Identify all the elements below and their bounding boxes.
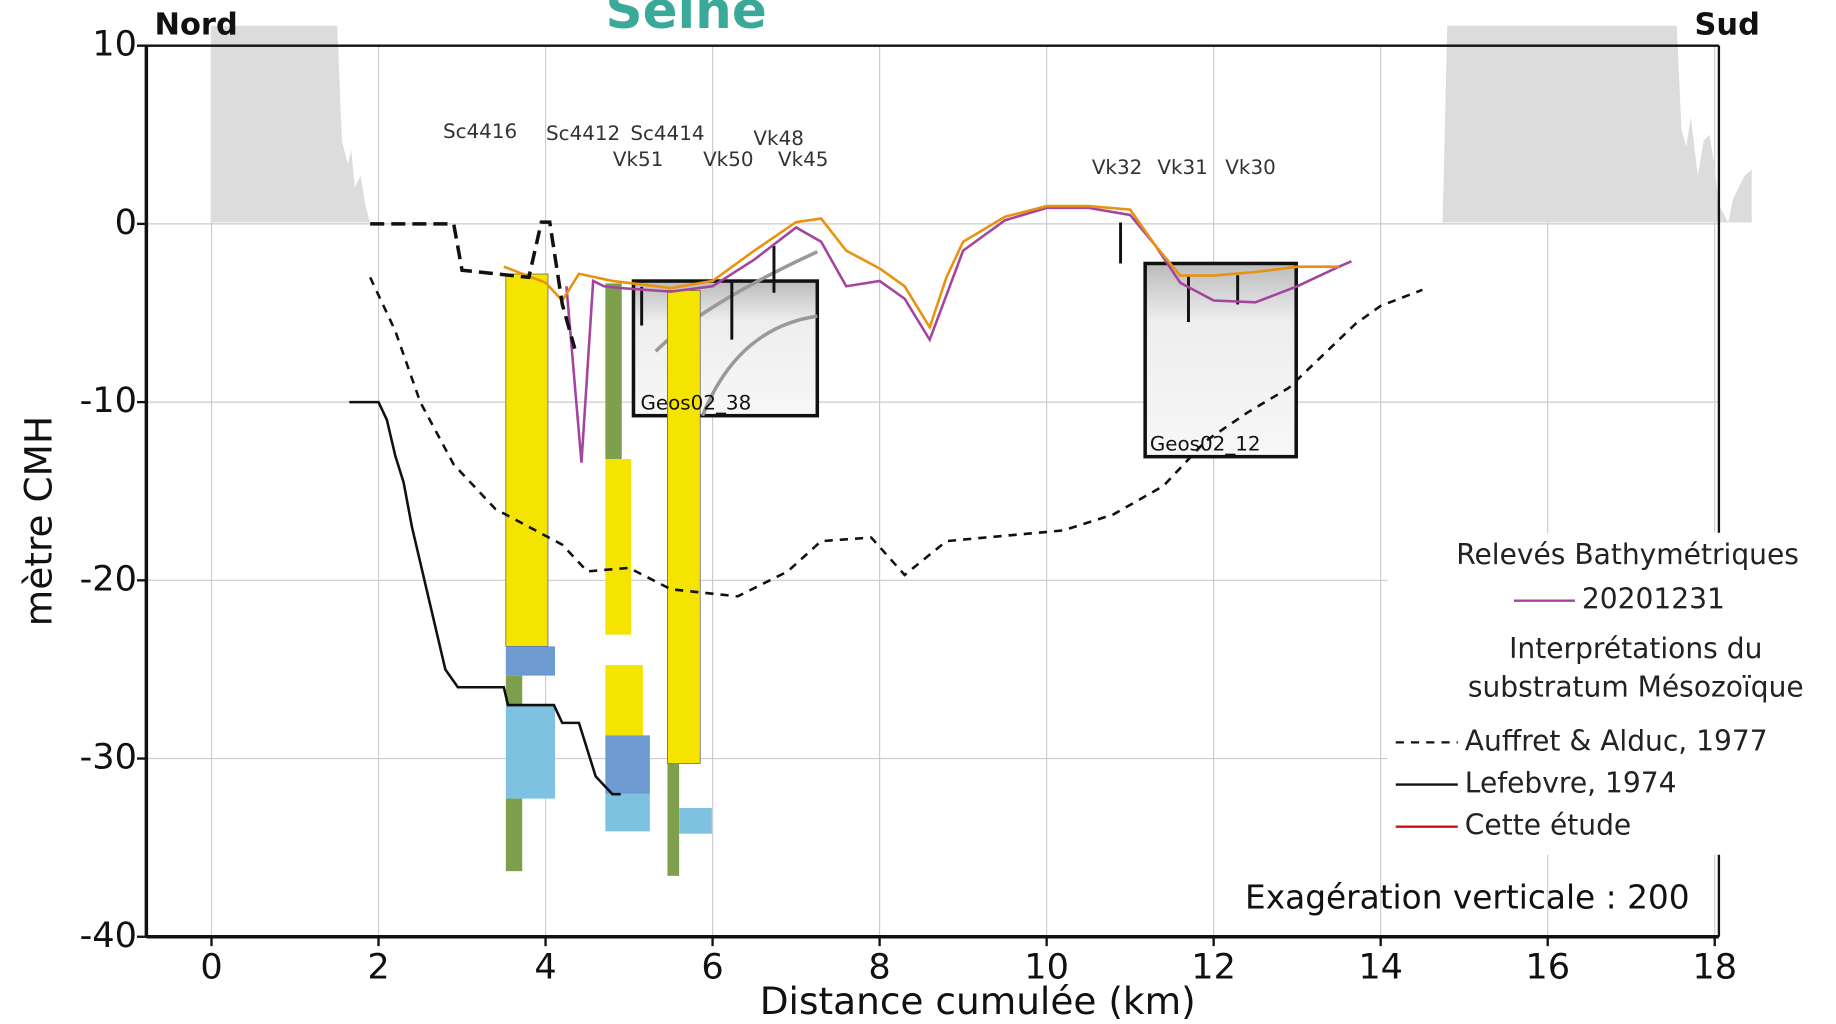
y-tick-label: 10 bbox=[92, 24, 137, 65]
x-tick-label: 10 bbox=[1024, 946, 1069, 987]
y-tick-label: -30 bbox=[80, 737, 137, 778]
series-group bbox=[349, 204, 1423, 796]
legend-label: 20201231 bbox=[1582, 583, 1725, 616]
legend-title: Interprétations du bbox=[1509, 632, 1762, 665]
annotation: Sc4414 bbox=[630, 122, 704, 145]
x-tick-label: 16 bbox=[1525, 946, 1570, 987]
annotation: Vk31 bbox=[1157, 156, 1207, 179]
series-line bbox=[369, 276, 1423, 598]
annotation: Vk51 bbox=[613, 148, 663, 171]
series-line bbox=[349, 400, 621, 796]
annotation: Vk50 bbox=[703, 148, 753, 171]
x-tick-label: 0 bbox=[200, 946, 222, 987]
x-tick-label: 14 bbox=[1358, 946, 1403, 987]
x-tick-label: 2 bbox=[367, 946, 389, 987]
legend-label: Cette étude bbox=[1465, 809, 1631, 842]
y-tick-label: -20 bbox=[80, 558, 137, 599]
y-tick-label: -40 bbox=[80, 915, 137, 956]
annotation: Vk32 bbox=[1092, 156, 1142, 179]
chart-title: Seine bbox=[605, 0, 766, 41]
annotation: Vk48 bbox=[753, 127, 803, 150]
legend-title: substratum Mésozoïque bbox=[1468, 671, 1804, 704]
seismic-section bbox=[631, 279, 820, 418]
y-tick-label: -10 bbox=[80, 380, 137, 421]
borehole-log bbox=[505, 273, 712, 876]
x-tick-label: 6 bbox=[701, 946, 723, 987]
annotation: Geos02_38 bbox=[640, 391, 751, 414]
x-tick-label: 12 bbox=[1191, 946, 1236, 987]
series-line bbox=[370, 220, 577, 350]
legend-label: Lefebvre, 1974 bbox=[1465, 767, 1677, 800]
annotation: Sc4416 bbox=[443, 120, 517, 143]
y-tick-label: 0 bbox=[115, 202, 137, 243]
annotation: Geos02_12 bbox=[1150, 432, 1261, 455]
x-tick-label: 18 bbox=[1692, 946, 1737, 987]
legend: 20201231 Auffret & Alduc, 1977 Lefebvre, 1… bbox=[1395, 583, 1768, 842]
legend-label: Auffret & Alduc, 1977 bbox=[1465, 724, 1768, 757]
series-line bbox=[565, 206, 1352, 463]
core-marker bbox=[640, 222, 1240, 340]
legend-box bbox=[1387, 532, 1836, 855]
legend-title: Relevés Bathymétriques bbox=[1456, 538, 1799, 571]
annotation: Sud bbox=[1694, 7, 1759, 42]
y-axis-label: mètre CMH bbox=[16, 416, 60, 626]
x-tick-label: 8 bbox=[868, 946, 890, 987]
annotation: Vk45 bbox=[778, 148, 828, 171]
annotation: Nord bbox=[155, 7, 238, 42]
land-relief bbox=[1442, 25, 1752, 223]
annotation: Exagération verticale : 200 bbox=[1245, 878, 1690, 916]
annotation: Sc4412 bbox=[546, 122, 620, 145]
annotation: Vk30 bbox=[1225, 156, 1275, 179]
x-axis-label: Distance cumulée (km) bbox=[760, 979, 1196, 1023]
series-line bbox=[503, 204, 1339, 331]
land-relief bbox=[210, 25, 371, 223]
x-tick-label: 4 bbox=[534, 946, 556, 987]
seismic-section bbox=[1143, 261, 1298, 459]
